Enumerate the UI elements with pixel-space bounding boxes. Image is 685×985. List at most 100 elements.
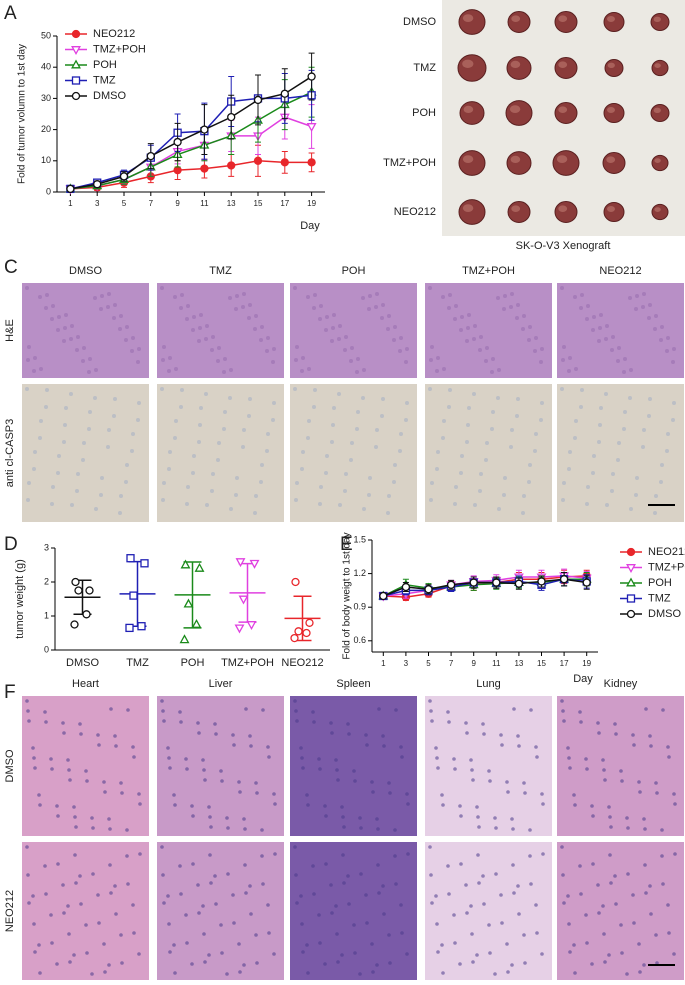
cell bbox=[399, 432, 403, 436]
cell bbox=[485, 441, 489, 445]
panel-letter: C bbox=[4, 257, 18, 278]
nucleus bbox=[540, 952, 544, 956]
cell bbox=[295, 345, 299, 349]
nucleus bbox=[73, 853, 77, 857]
marker bbox=[469, 578, 478, 587]
nucleus bbox=[61, 883, 65, 887]
cell bbox=[503, 476, 507, 480]
nucleus bbox=[43, 864, 47, 868]
nucleus bbox=[25, 845, 29, 849]
tumor-highlight bbox=[510, 155, 521, 163]
marker bbox=[173, 137, 182, 147]
nucleus bbox=[97, 921, 101, 925]
nucleus bbox=[249, 744, 253, 748]
cell bbox=[628, 396, 632, 400]
nucleus bbox=[642, 963, 646, 967]
nucleus bbox=[255, 791, 259, 795]
tumor-highlight bbox=[511, 15, 521, 22]
nucleus bbox=[179, 892, 183, 896]
row-label: NEO212 bbox=[394, 206, 436, 218]
nucleus bbox=[573, 971, 577, 975]
cell bbox=[381, 303, 385, 307]
cell bbox=[137, 347, 141, 351]
nucleus bbox=[469, 758, 473, 762]
cell bbox=[623, 410, 627, 414]
cell bbox=[307, 367, 311, 371]
marker bbox=[253, 156, 263, 165]
nucleus bbox=[488, 779, 492, 783]
cell bbox=[70, 503, 74, 507]
nucleus bbox=[365, 743, 369, 747]
cell bbox=[319, 304, 323, 308]
cell bbox=[484, 359, 488, 363]
nucleus bbox=[560, 845, 564, 849]
cell bbox=[82, 346, 86, 350]
cell bbox=[467, 406, 471, 410]
cell bbox=[574, 419, 578, 423]
cell bbox=[641, 445, 645, 449]
micrograph bbox=[425, 842, 552, 980]
nucleus bbox=[196, 883, 200, 887]
nucleus bbox=[185, 767, 189, 771]
nucleus bbox=[79, 732, 83, 736]
nucleus bbox=[632, 921, 636, 925]
cell bbox=[197, 440, 201, 444]
nucleus bbox=[84, 769, 88, 773]
cell bbox=[454, 485, 458, 489]
cell bbox=[125, 463, 129, 467]
cell bbox=[50, 317, 54, 321]
cell bbox=[313, 388, 317, 392]
nucleus bbox=[481, 874, 485, 878]
nucleus bbox=[347, 732, 351, 736]
cell bbox=[599, 406, 603, 410]
marker bbox=[246, 621, 257, 631]
legend-label: NEO212 bbox=[648, 546, 685, 558]
series-line bbox=[70, 94, 312, 190]
nucleus bbox=[203, 960, 207, 964]
micrograph bbox=[425, 384, 552, 522]
cell bbox=[515, 414, 519, 418]
nucleus bbox=[78, 722, 82, 726]
cell bbox=[167, 467, 171, 471]
cell bbox=[300, 467, 304, 471]
cell bbox=[453, 502, 457, 506]
cell bbox=[93, 396, 97, 400]
nucleus bbox=[529, 882, 533, 886]
cell bbox=[312, 405, 316, 409]
cell bbox=[254, 314, 258, 318]
cell bbox=[100, 476, 104, 480]
nucleus bbox=[342, 825, 346, 829]
nucleus bbox=[540, 792, 544, 796]
cell bbox=[490, 370, 494, 374]
cell bbox=[294, 358, 298, 362]
nucleus bbox=[137, 952, 141, 956]
nucleus bbox=[567, 756, 571, 760]
nucleus bbox=[609, 825, 613, 829]
cell bbox=[332, 406, 336, 410]
cell bbox=[527, 480, 531, 484]
column-label: Spleen bbox=[336, 678, 370, 690]
x-tick-label: POH bbox=[181, 657, 205, 669]
nucleus bbox=[352, 769, 356, 773]
cell bbox=[659, 338, 663, 342]
cell bbox=[312, 306, 316, 310]
nucleus bbox=[219, 923, 223, 927]
nucleus bbox=[568, 950, 572, 954]
cell bbox=[539, 418, 543, 422]
legend-label: NEO212 bbox=[93, 28, 135, 40]
cell bbox=[76, 335, 80, 339]
cell bbox=[63, 326, 67, 330]
tumor-highlight bbox=[462, 14, 474, 22]
marker bbox=[379, 591, 388, 601]
cell bbox=[112, 414, 116, 418]
nucleus bbox=[293, 845, 297, 849]
cell bbox=[307, 419, 311, 423]
nucleus bbox=[220, 951, 224, 955]
x-tick-label: 15 bbox=[254, 199, 263, 208]
nucleus bbox=[400, 755, 404, 759]
tumor bbox=[554, 11, 578, 33]
tumor-highlight bbox=[511, 205, 521, 212]
nucleus bbox=[209, 881, 213, 885]
marker bbox=[137, 622, 146, 631]
nucleus bbox=[213, 722, 217, 726]
